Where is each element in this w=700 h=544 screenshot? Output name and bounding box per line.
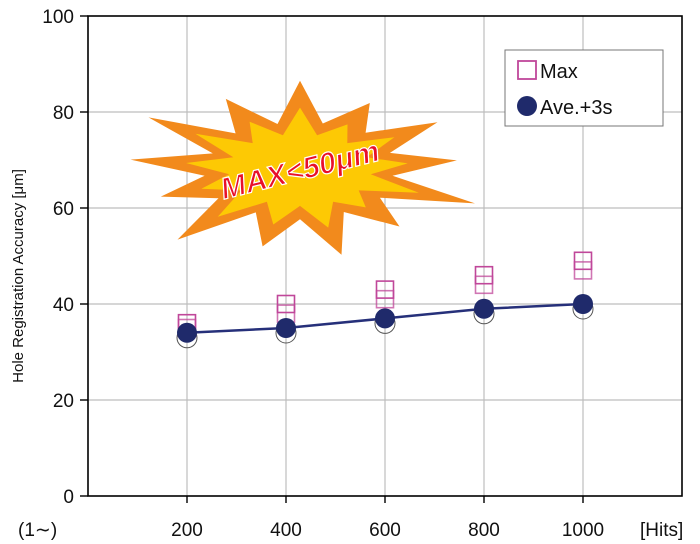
x-unit-label: [Hits]: [640, 520, 683, 541]
max-square-marker: [573, 251, 593, 271]
y-axis-title: Hole Registration Accuracy [μm]: [10, 169, 27, 383]
y-tick-label: 80: [53, 103, 74, 124]
legend-avg-label: Ave.+3s: [540, 97, 612, 119]
max-square-marker: [375, 280, 395, 299]
max-square-marker: [276, 294, 296, 314]
burst-inner-shape: [186, 107, 419, 228]
tick-labels: 0 20 40 60 80 100 200 400 600 800 1000: [42, 7, 604, 541]
avg-circle-marker: [573, 294, 593, 314]
legend: Max Ave.+3s: [504, 49, 664, 127]
avg-circle-marker: [375, 308, 395, 329]
axes: [80, 15, 683, 503]
y-tick-label: 0: [63, 487, 74, 508]
x-tick-label: 1000: [562, 520, 604, 541]
avg-circle-marker: [276, 318, 296, 338]
x-start-label: (1∼): [18, 520, 57, 541]
annotation-burst: MAX<50μm: [130, 80, 475, 255]
legend-avg-circle-icon: [517, 96, 537, 116]
y-tick-label: 40: [53, 295, 74, 316]
y-tick-label: 60: [53, 199, 74, 220]
series: [176, 251, 594, 349]
x-tick-label: 400: [270, 520, 302, 541]
avg-circle-marker: [177, 322, 197, 343]
max-square-marker: [375, 289, 395, 309]
avg-circle-marker: [474, 298, 494, 319]
x-tick-label: 200: [171, 520, 203, 541]
x-tick-label: 800: [468, 520, 500, 541]
max-square-marker: [474, 265, 494, 285]
x-tick-label: 600: [369, 520, 401, 541]
legend-max-square-icon: [517, 60, 537, 80]
legend-max-label: Max: [540, 61, 578, 83]
max-square-marker: [573, 261, 593, 280]
y-tick-label: 100: [42, 7, 74, 28]
max-square-marker: [474, 275, 494, 295]
y-tick-label: 20: [53, 391, 74, 412]
